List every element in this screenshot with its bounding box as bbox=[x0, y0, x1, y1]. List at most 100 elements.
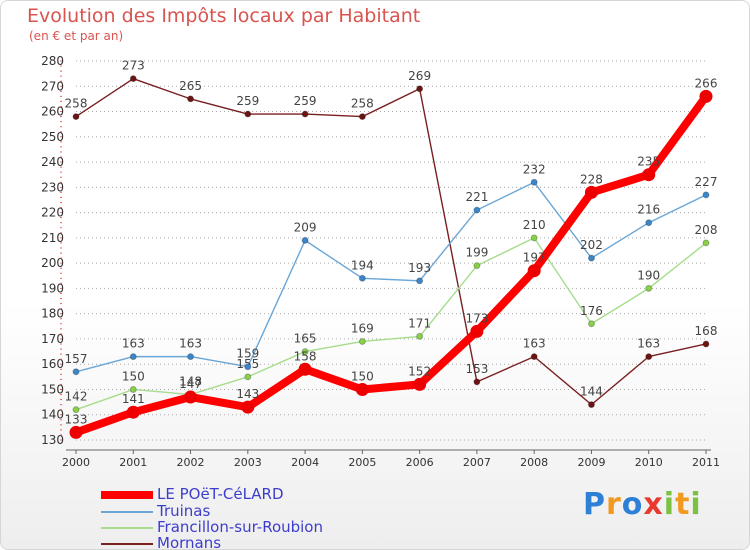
series-line-francillon-sur-roubion bbox=[75, 237, 707, 411]
data-point-mornans bbox=[358, 113, 366, 121]
data-label-truinas: 221 bbox=[465, 190, 488, 204]
data-label-mornans: 168 bbox=[695, 324, 718, 338]
x-tick-label: 2009 bbox=[577, 456, 605, 469]
data-point-truinas bbox=[244, 363, 252, 371]
series-line-le-po-t-c-lard bbox=[72, 92, 710, 437]
data-point-le-po-t-c-lard bbox=[69, 425, 83, 439]
data-point-le-po-t-c-lard bbox=[355, 382, 369, 396]
y-tick-label: 200 bbox=[41, 256, 64, 270]
data-point-le-po-t-c-lard bbox=[126, 405, 140, 419]
logo-letter-0: P bbox=[583, 487, 606, 522]
data-label-le-po-t-c-lard: 150 bbox=[351, 369, 374, 383]
data-label-truinas: 209 bbox=[294, 220, 317, 234]
data-label-francillon-sur-roubion: 190 bbox=[637, 268, 660, 282]
data-label-mornans: 163 bbox=[637, 337, 660, 351]
data-label-francillon-sur-roubion: 150 bbox=[122, 369, 145, 383]
y-tick-label: 180 bbox=[41, 307, 64, 321]
data-point-truinas bbox=[72, 368, 80, 376]
data-label-truinas: 202 bbox=[580, 238, 603, 252]
data-point-le-po-t-c-lard bbox=[699, 89, 713, 103]
data-label-mornans: 163 bbox=[523, 337, 546, 351]
data-point-francillon-sur-roubion bbox=[244, 373, 252, 381]
data-label-le-po-t-c-lard: 197 bbox=[523, 251, 546, 265]
data-label-truinas: 163 bbox=[122, 337, 145, 351]
chart-subtitle: (en € et par an) bbox=[29, 29, 124, 43]
x-tick-label: 2003 bbox=[234, 456, 262, 469]
logo-letter-5: t bbox=[675, 487, 691, 522]
data-point-francillon-sur-roubion bbox=[530, 234, 538, 242]
logo-letter-2: o bbox=[621, 487, 644, 522]
data-point-mornans bbox=[129, 75, 137, 83]
data-label-le-po-t-c-lard: 173 bbox=[465, 311, 488, 325]
logo-letter-1: r bbox=[606, 487, 622, 522]
data-point-truinas bbox=[187, 353, 195, 361]
y-tick-label: 260 bbox=[41, 105, 64, 119]
y-tick-label: 220 bbox=[41, 206, 64, 220]
data-label-truinas: 216 bbox=[637, 203, 660, 217]
data-label-mornans: 259 bbox=[294, 94, 317, 108]
x-tick-label: 2010 bbox=[635, 456, 663, 469]
y-tick-label: 270 bbox=[41, 79, 64, 93]
legend-swatch-le-poet-celard bbox=[101, 491, 153, 499]
legend-label-le-poet-celard: LE POëT-CéLARD bbox=[157, 485, 284, 503]
data-point-le-po-t-c-lard bbox=[642, 168, 656, 182]
data-point-francillon-sur-roubion bbox=[301, 348, 309, 356]
data-point-francillon-sur-roubion bbox=[645, 284, 653, 292]
data-point-truinas bbox=[702, 191, 710, 199]
data-label-truinas: 232 bbox=[523, 162, 546, 176]
y-tick-label: 280 bbox=[41, 54, 64, 68]
data-label-le-po-t-c-lard: 266 bbox=[695, 76, 718, 90]
data-label-francillon-sur-roubion: 169 bbox=[351, 321, 374, 335]
data-label-francillon-sur-roubion: 148 bbox=[179, 375, 202, 389]
data-label-francillon-sur-roubion: 165 bbox=[294, 332, 317, 346]
data-label-truinas: 159 bbox=[236, 347, 259, 361]
legend-swatch-francillon bbox=[101, 527, 153, 529]
data-point-francillon-sur-roubion bbox=[72, 406, 80, 414]
data-point-le-po-t-c-lard bbox=[298, 362, 312, 376]
data-point-francillon-sur-roubion bbox=[473, 262, 481, 270]
logo-letter-4: i bbox=[663, 487, 676, 522]
data-label-francillon-sur-roubion: 176 bbox=[580, 304, 603, 318]
logo-letter-6: i bbox=[690, 487, 702, 522]
data-point-mornans bbox=[473, 378, 481, 386]
data-label-truinas: 163 bbox=[179, 337, 202, 351]
data-label-francillon-sur-roubion: 171 bbox=[408, 316, 431, 330]
y-tick-label: 190 bbox=[41, 281, 64, 295]
data-label-mornans: 144 bbox=[580, 385, 603, 399]
data-point-truinas bbox=[416, 277, 424, 285]
data-point-francillon-sur-roubion bbox=[587, 320, 595, 328]
data-label-le-po-t-c-lard: 158 bbox=[294, 349, 317, 363]
y-tick-label: 160 bbox=[41, 357, 64, 371]
data-label-francillon-sur-roubion: 208 bbox=[695, 223, 718, 237]
y-tick-label: 130 bbox=[41, 433, 64, 447]
y-tick-label: 240 bbox=[41, 155, 64, 169]
logo-letter-3: x bbox=[643, 487, 664, 522]
data-point-le-po-t-c-lard bbox=[527, 264, 541, 278]
data-label-francillon-sur-roubion: 210 bbox=[523, 218, 546, 232]
data-label-mornans: 153 bbox=[465, 362, 488, 376]
x-tick-label: 2007 bbox=[463, 456, 491, 469]
data-point-truinas bbox=[129, 353, 137, 361]
data-point-truinas bbox=[587, 254, 595, 262]
data-point-mornans bbox=[587, 401, 595, 409]
data-label-mornans: 273 bbox=[122, 59, 145, 73]
data-label-francillon-sur-roubion: 199 bbox=[465, 246, 488, 260]
y-tick-label: 250 bbox=[41, 130, 64, 144]
data-point-le-po-t-c-lard bbox=[470, 324, 484, 338]
data-label-mornans: 258 bbox=[351, 97, 374, 111]
y-tick-label: 170 bbox=[41, 332, 64, 346]
data-point-francillon-sur-roubion bbox=[702, 239, 710, 247]
legend-swatch-truinas bbox=[101, 511, 153, 513]
data-point-truinas bbox=[473, 206, 481, 214]
data-label-mornans: 259 bbox=[236, 94, 259, 108]
x-tick-label: 2001 bbox=[119, 456, 147, 469]
data-point-le-po-t-c-lard bbox=[241, 400, 255, 414]
data-label-mornans: 258 bbox=[65, 97, 88, 111]
data-label-francillon-sur-roubion: 142 bbox=[65, 390, 88, 404]
y-tick-label: 140 bbox=[41, 408, 64, 422]
data-label-truinas: 194 bbox=[351, 258, 374, 272]
legend-label-francillon: Francillon-sur-Roubion bbox=[157, 518, 323, 536]
legend-swatch-mornans bbox=[101, 543, 153, 545]
x-tick-label: 2006 bbox=[406, 456, 434, 469]
